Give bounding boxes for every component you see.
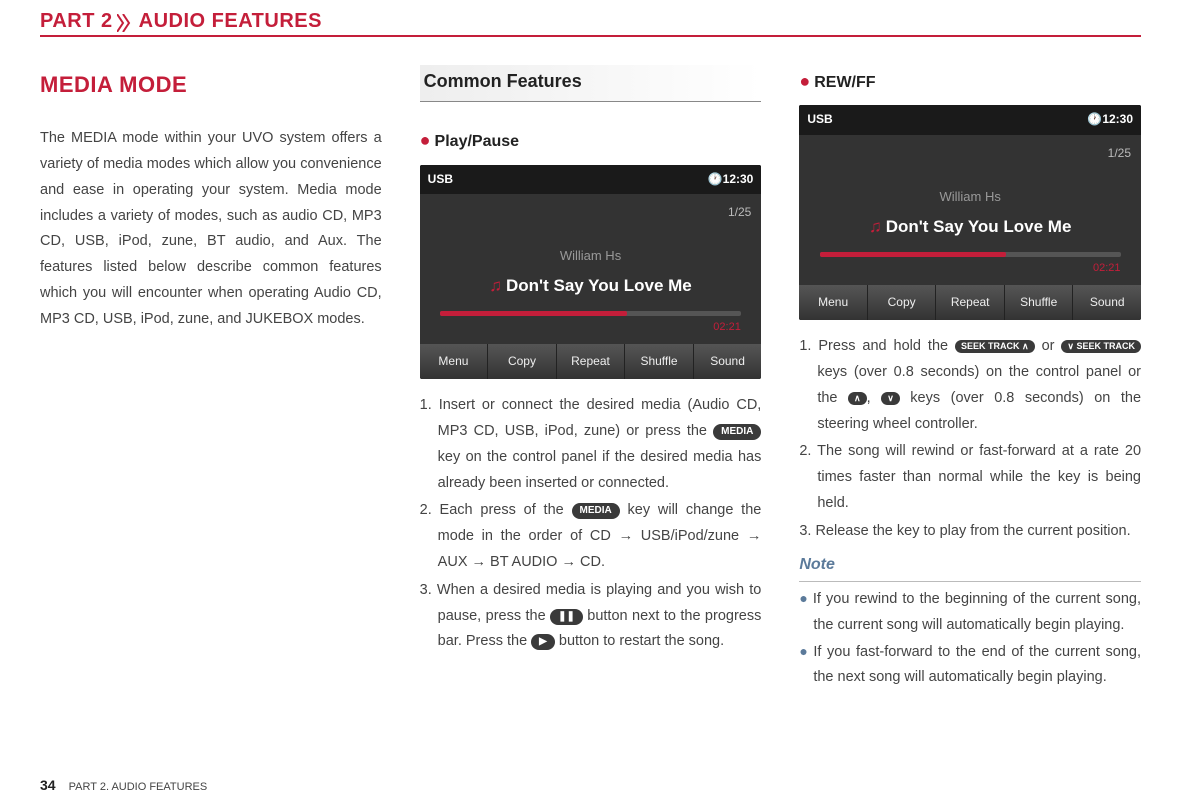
bullet-icon: ● (799, 643, 809, 659)
down-key: ∨ (881, 392, 900, 405)
repeat-btn: Repeat (936, 285, 1005, 320)
sound-btn: Sound (694, 344, 762, 379)
copy-btn: Copy (868, 285, 937, 320)
step-2: 2. The song will rewind or fast-forward … (799, 439, 1141, 516)
progress-bar (440, 311, 741, 316)
pause-key: ❚❚ (550, 609, 583, 625)
up-key: ∧ (848, 392, 867, 405)
screenshot-menubar: Menu Copy Repeat Shuffle Sound (420, 344, 762, 379)
part-label: PART 2 (40, 10, 113, 33)
common-features-heading: Common Features (420, 65, 762, 102)
music-note-icon: ♫ (489, 276, 502, 295)
progress-area: 02:21 (440, 311, 741, 338)
step-3: 3. When a desired media is playing and y… (420, 578, 762, 655)
screenshot-usb-play: USB 🕐12:30 1/25 William Hs ♫Don't Say Yo… (420, 165, 762, 380)
step-1: 1. Press and hold the SEEK TRACK ∧ or ∨ … (799, 334, 1141, 437)
screenshot-topbar: USB 🕐12:30 (420, 165, 762, 194)
artist-name: William Hs (560, 244, 621, 267)
progress-fill (820, 252, 1006, 257)
note-2: ●If you fast-forward to the end of the c… (799, 639, 1141, 692)
column-1: MEDIA MODE The MEDIA mode within your UV… (40, 65, 382, 691)
mode-label: USB (428, 169, 453, 190)
clock-label: 🕐12:30 (708, 169, 754, 190)
elapsed-time: 02:21 (440, 318, 741, 338)
menu-btn: Menu (799, 285, 868, 320)
mode-label: USB (807, 109, 832, 130)
bullet-icon: ● (799, 590, 809, 606)
screenshot-topbar: USB 🕐12:30 (799, 105, 1141, 134)
page-header: PART 2 AUDIO FEATURES (40, 10, 1141, 37)
media-key: MEDIA (572, 503, 620, 519)
clock-label: 🕐12:30 (1087, 109, 1133, 130)
step-3: 3. Release the key to play from the curr… (799, 519, 1141, 545)
column-3: ●REW/FF USB 🕐12:30 1/25 William Hs ♫Don'… (799, 65, 1141, 691)
bullet-icon: ● (799, 71, 810, 91)
separator-icon (117, 14, 131, 32)
note-label: Note (799, 551, 1141, 582)
screenshot-body: 1/25 William Hs ♫Don't Say You Love Me 0… (420, 194, 762, 344)
play-pause-heading: ●Play/Pause (420, 124, 762, 156)
menu-btn: Menu (420, 344, 489, 379)
media-mode-body: The MEDIA mode within your UVO system of… (40, 126, 382, 332)
song-title: ♫Don't Say You Love Me (869, 212, 1071, 242)
track-counter: 1/25 (1108, 143, 1131, 164)
sound-btn: Sound (1073, 285, 1141, 320)
repeat-btn: Repeat (557, 344, 626, 379)
step-2: 2. Each press of the MEDIA key will chan… (420, 498, 762, 575)
music-note-icon: ♫ (869, 217, 882, 236)
note-1: ●If you rewind to the beginning of the c… (799, 586, 1141, 639)
play-key: ▶ (531, 634, 555, 650)
screenshot-menubar: Menu Copy Repeat Shuffle Sound (799, 285, 1141, 320)
media-mode-heading: MEDIA MODE (40, 65, 382, 104)
screenshot-body: 1/25 William Hs ♫Don't Say You Love Me 0… (799, 135, 1141, 285)
screenshot-usb-rew: USB 🕐12:30 1/25 William Hs ♫Don't Say Yo… (799, 105, 1141, 320)
progress-fill (440, 311, 626, 316)
page-number: 34 (40, 777, 56, 793)
bullet-icon: ● (420, 130, 431, 150)
seek-down-key: ∨ SEEK TRACK (1061, 340, 1141, 353)
page-footer: 34 PART 2. AUDIO FEATURES (40, 777, 207, 793)
song-title: ♫Don't Say You Love Me (489, 271, 691, 301)
track-counter: 1/25 (728, 202, 751, 223)
progress-area: 02:21 (820, 252, 1121, 279)
seek-up-key: SEEK TRACK ∧ (955, 340, 1035, 353)
play-pause-steps: 1. Insert or connect the desired media (… (420, 393, 762, 655)
page-title: AUDIO FEATURES (139, 10, 322, 33)
copy-btn: Copy (488, 344, 557, 379)
rew-ff-heading: ●REW/FF (799, 65, 1141, 97)
step-1: 1. Insert or connect the desired media (… (420, 393, 762, 496)
content-columns: MEDIA MODE The MEDIA mode within your UV… (40, 65, 1141, 691)
footer-text: PART 2. AUDIO FEATURES (69, 781, 208, 793)
rew-ff-steps: 1. Press and hold the SEEK TRACK ∧ or ∨ … (799, 334, 1141, 544)
elapsed-time: 02:21 (820, 259, 1121, 279)
artist-name: William Hs (939, 185, 1000, 208)
progress-bar (820, 252, 1121, 257)
shuffle-btn: Shuffle (625, 344, 694, 379)
media-key: MEDIA (713, 424, 761, 440)
column-2: Common Features ●Play/Pause USB 🕐12:30 1… (420, 65, 762, 691)
shuffle-btn: Shuffle (1005, 285, 1074, 320)
